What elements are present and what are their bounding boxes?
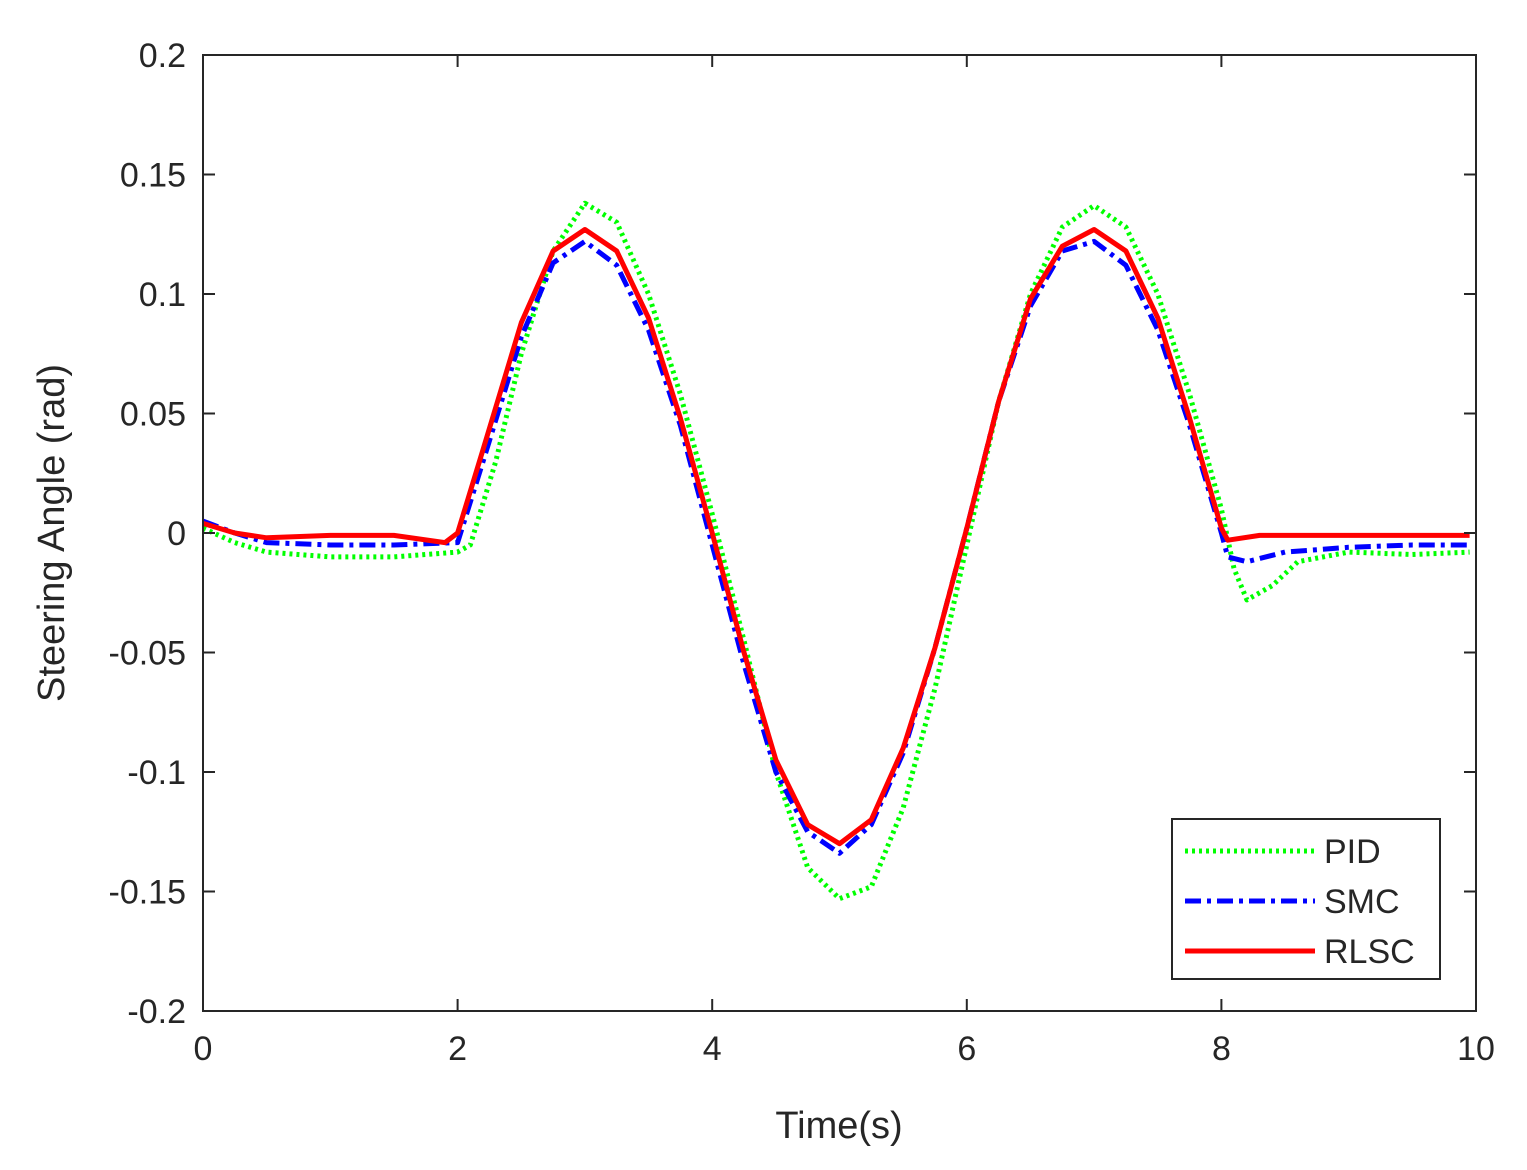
y-tick-label: 0.2 (139, 37, 186, 75)
x-tick-label: 2 (448, 1030, 467, 1068)
y-tick-label: 0.05 (120, 396, 186, 434)
legend: PID SMC RLSC (1171, 818, 1441, 980)
series-line-smc (202, 238, 1470, 856)
y-tick-label: 0.1 (139, 276, 186, 314)
x-tick-label: 8 (1212, 1030, 1231, 1068)
y-tick-label: -0.15 (109, 874, 187, 912)
x-tick-label: 0 (194, 1030, 213, 1068)
legend-label-rlsc: RLSC (1324, 933, 1415, 971)
series-layer (201, 200, 1470, 902)
y-tick-label: -0.2 (127, 993, 186, 1031)
x-axis-title: Time(s) (775, 1105, 902, 1147)
series-line-rlsc (202, 227, 1470, 847)
y-tick-label: -0.05 (109, 635, 187, 673)
axes-layer: 0 2 4 6 8 10 0.2 0.15 0.1 0.05 0 -0.05 -0.1 -0.15 -0.2 (109, 37, 1495, 1068)
legend-label-smc: SMC (1324, 883, 1400, 921)
legend-label-pid: PID (1324, 833, 1381, 871)
y-tick-label: 0 (167, 515, 186, 553)
x-tick-label: 4 (703, 1030, 722, 1068)
x-tick-label: 10 (1457, 1030, 1495, 1068)
x-tick-label: 6 (957, 1030, 976, 1068)
y-tick-label: 0.15 (120, 157, 186, 195)
y-axis-title: Steering Angle (rad) (31, 364, 73, 702)
y-tick-label: -0.1 (127, 754, 186, 792)
